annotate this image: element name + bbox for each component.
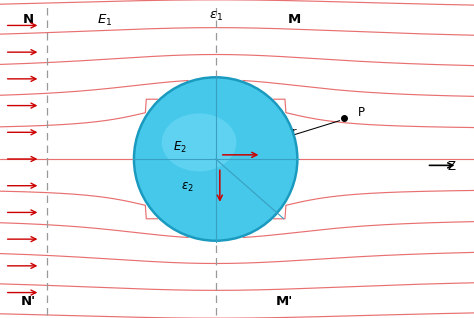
Text: $\theta$: $\theta$ bbox=[254, 159, 262, 171]
Text: M: M bbox=[287, 13, 301, 26]
Text: $\varepsilon_2$: $\varepsilon_2$ bbox=[181, 181, 193, 194]
Ellipse shape bbox=[133, 76, 299, 242]
Ellipse shape bbox=[162, 114, 237, 171]
Text: N: N bbox=[23, 13, 34, 26]
Text: P: P bbox=[358, 107, 365, 119]
Text: N': N' bbox=[21, 295, 36, 308]
Text: Z: Z bbox=[448, 161, 456, 173]
Text: $E_2$: $E_2$ bbox=[173, 140, 187, 156]
Ellipse shape bbox=[135, 79, 296, 239]
Text: M': M' bbox=[276, 295, 293, 308]
Text: r: r bbox=[292, 127, 297, 137]
Text: $E_1$: $E_1$ bbox=[97, 13, 112, 28]
Text: $\varepsilon_1$: $\varepsilon_1$ bbox=[209, 10, 223, 23]
